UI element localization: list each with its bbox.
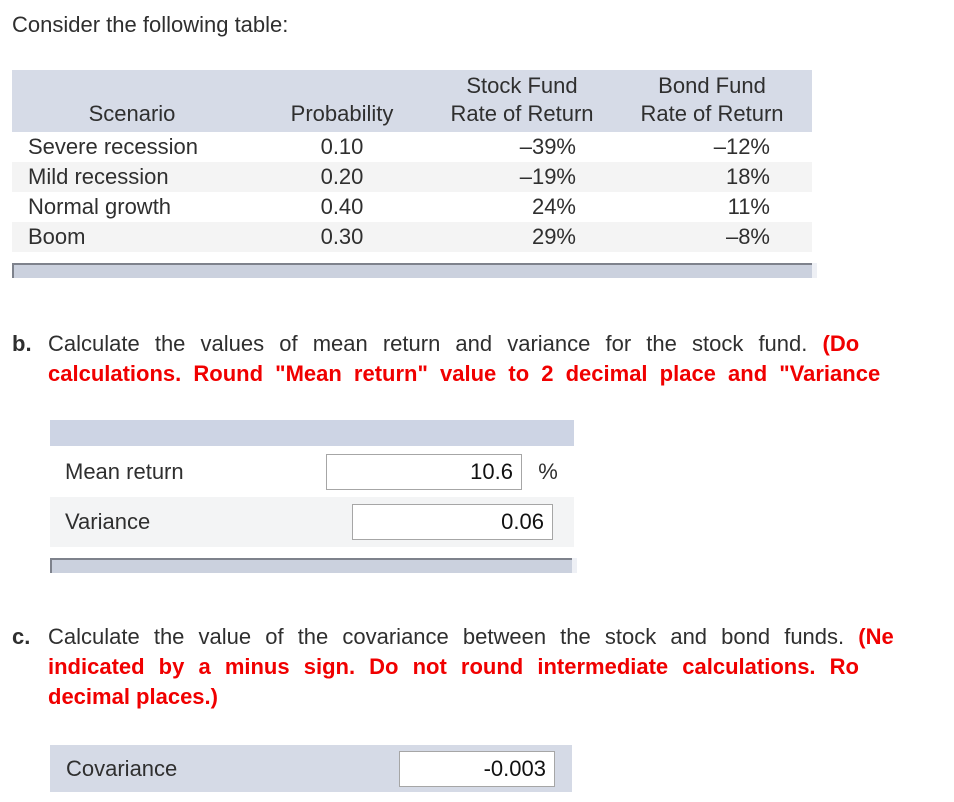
answer-panel-b-scrollbar — [50, 558, 577, 573]
column-header-label: Probability — [290, 101, 394, 126]
table-header-row: Scenario Probability Stock Fund Rate of … — [12, 70, 812, 132]
table-row: Mild recession 0.20 –19% 18% — [12, 162, 812, 192]
table-row: Severe recession 0.10 –39% –12% — [12, 132, 812, 162]
question-c-line3: decimal places.) — [48, 684, 218, 709]
table-horizontal-scrollbar — [12, 263, 817, 278]
question-c-line1: c. Calculate the value of the covariance … — [12, 622, 954, 652]
question-b-text: Calculate the values of mean return and … — [48, 331, 808, 356]
covariance-row: Covariance — [50, 745, 572, 792]
column-header-top: Stock Fund — [466, 73, 578, 98]
question-b: b. Calculate the values of mean return an… — [12, 329, 954, 389]
intro-text: Consider the following table: — [12, 12, 289, 37]
covariance-input[interactable] — [399, 750, 555, 787]
question-c-marker: c. — [12, 624, 31, 649]
question-c-line2: indicated by a minus sign. Do not round … — [48, 654, 859, 679]
question-c-text: Calculate the value of the covariance be… — [48, 624, 845, 649]
question-c: c. Calculate the value of the covariance … — [12, 622, 954, 712]
column-header-scenario: Scenario — [12, 70, 252, 132]
column-header-top: Bond Fund — [658, 73, 766, 98]
cell-bond-return: 18% — [725, 164, 770, 189]
cell-probability: 0.20 — [320, 164, 364, 189]
column-header-label: Rate of Return — [640, 101, 784, 126]
column-header-label: Scenario — [88, 101, 176, 126]
question-b-line2: calculations. Round "Mean return" value … — [48, 361, 881, 386]
cell-stock-return: 29% — [531, 224, 576, 249]
question-b-line1: b. Calculate the values of mean return an… — [12, 329, 954, 359]
cell-stock-return: –39% — [519, 134, 576, 159]
table-row: Boom 0.30 29% –8% — [12, 222, 812, 252]
cell-probability: 0.40 — [320, 194, 364, 219]
percent-suffix: % — [538, 458, 558, 484]
scenario-table: Scenario Probability Stock Fund Rate of … — [12, 70, 812, 252]
variance-label: Variance — [65, 509, 151, 534]
cell-bond-return: 11% — [727, 194, 770, 219]
scrollbar-thumb[interactable] — [12, 263, 812, 278]
cell-probability: 0.10 — [320, 134, 364, 159]
cell-bond-return: –12% — [713, 134, 770, 159]
cell-stock-return: 24% — [531, 194, 576, 219]
question-b-marker: b. — [12, 331, 32, 356]
answer-panel-b-header-band — [50, 420, 574, 446]
column-header-bond-fund: Bond Fund Rate of Return — [612, 70, 812, 132]
cell-stock-return: –19% — [519, 164, 576, 189]
table-row: Normal growth 0.40 24% 11% — [12, 192, 812, 222]
mean-return-input[interactable] — [326, 453, 522, 490]
question-c-red-start: (Ne — [858, 624, 894, 649]
column-header-probability: Probability — [252, 70, 432, 132]
variance-row: Variance — [50, 497, 574, 547]
cell-scenario: Normal growth — [28, 194, 172, 219]
cell-scenario: Severe recession — [28, 134, 198, 159]
question-b-red-start: (Do — [822, 331, 860, 356]
covariance-label: Covariance — [66, 755, 178, 781]
answer-panel-b: Mean return % Variance — [50, 420, 574, 547]
variance-input[interactable] — [352, 504, 553, 540]
column-header-label: Rate of Return — [450, 101, 594, 126]
column-header-stock-fund: Stock Fund Rate of Return — [432, 70, 612, 132]
scrollbar-thumb[interactable] — [50, 558, 572, 573]
cell-scenario: Mild recession — [28, 164, 169, 189]
cell-bond-return: –8% — [725, 224, 770, 249]
cell-probability: 0.30 — [320, 224, 364, 249]
mean-return-row: Mean return % — [50, 446, 574, 497]
mean-return-label: Mean return — [65, 458, 184, 484]
cell-scenario: Boom — [28, 224, 86, 249]
